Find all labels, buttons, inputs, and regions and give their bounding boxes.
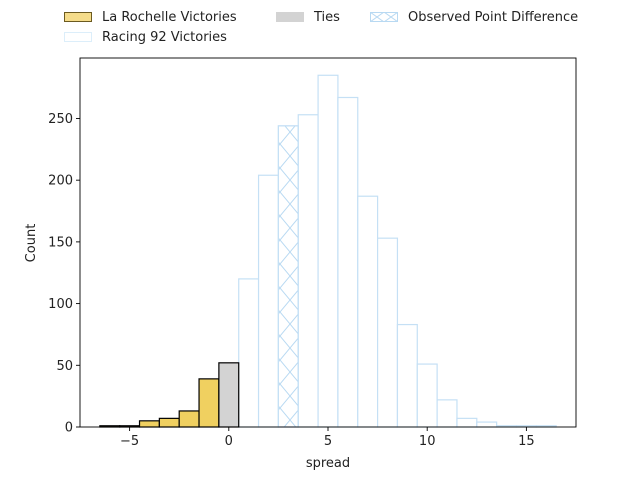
y-tick-label: 50: [56, 359, 73, 374]
observed-layer: [277, 125, 299, 428]
bar-racing-92-victories-9: [416, 363, 438, 428]
legend-label-observed: Observed Point Difference: [408, 9, 579, 25]
y-tick-label: 150: [48, 235, 73, 250]
y-tick-label: 0: [65, 421, 73, 436]
bar-racing-92-victories-3: [297, 114, 319, 428]
legend-label-ties: Ties: [314, 9, 340, 25]
bar-la-rochelle-victories-3: [158, 417, 180, 428]
bar-racing-92-victories-4: [317, 74, 339, 428]
legend: La Rochelle Victories Ties Observed Poin…: [64, 8, 624, 48]
y-axis: 0 50 100 150 200 250: [48, 112, 80, 436]
x-tick-label: 5: [324, 434, 332, 449]
y-tick-label: 100: [48, 297, 73, 312]
bar-la-rochelle-victories-2: [138, 420, 160, 428]
x-axis-label: spread: [306, 456, 350, 471]
y-tick-label: 200: [48, 174, 73, 189]
bar-racing-92-victories-1: [257, 174, 279, 428]
legend-label-la-rochelle: La Rochelle Victories: [102, 9, 237, 25]
bar-observed-point-difference: [277, 125, 299, 428]
legend-item-racing: Racing 92 Victories: [64, 28, 227, 46]
legend-swatch-observed: [370, 12, 398, 22]
bar-la-rochelle-victories-5: [198, 378, 220, 428]
bar-racing-92-victories-8: [396, 323, 418, 428]
legend-swatch-la-rochelle: [64, 12, 92, 22]
bar-racing-92-victories-11: [456, 417, 478, 428]
bar-ties-0: [218, 362, 240, 428]
x-tick-label: 15: [518, 434, 535, 449]
bar-racing-92-victories-10: [436, 399, 458, 428]
bar-racing-92-victories-12: [476, 421, 498, 428]
bar-la-rochelle-victories-4: [178, 410, 200, 428]
legend-item-la-rochelle: La Rochelle Victories: [64, 8, 237, 26]
y-axis-label: Count: [24, 224, 39, 263]
legend-swatch-racing: [64, 32, 92, 42]
bar-racing-92-victories-0: [238, 278, 260, 428]
x-tick-label: 10: [419, 434, 436, 449]
bar-racing-92-victories-5: [337, 96, 359, 428]
legend-swatch-ties: [276, 12, 304, 22]
legend-label-racing: Racing 92 Victories: [102, 29, 227, 45]
y-tick-label: 250: [48, 112, 73, 127]
x-tick-label: 0: [225, 434, 233, 449]
legend-item-ties: Ties: [276, 8, 340, 26]
bar-racing-92-victories-7: [377, 237, 399, 428]
bar-racing-92-victories-6: [357, 195, 379, 428]
x-axis: −5 0 5 10 15: [120, 427, 535, 449]
bars-layer: [99, 74, 557, 428]
x-tick-label: −5: [120, 434, 139, 449]
legend-item-observed: Observed Point Difference: [370, 8, 578, 26]
